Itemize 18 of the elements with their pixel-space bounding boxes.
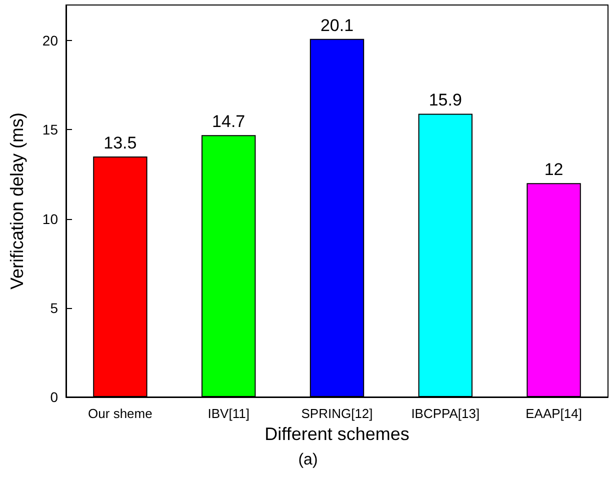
x-tick-label: SPRING[12] bbox=[301, 406, 373, 421]
y-tick-label: 10 bbox=[42, 210, 58, 227]
data-label: 15.9 bbox=[428, 90, 462, 110]
y-tick-label: 15 bbox=[42, 122, 58, 138]
x-tick-label: IBCPPA[13] bbox=[411, 406, 480, 421]
y-tick-label: 5 bbox=[50, 300, 58, 316]
data-label: 14.7 bbox=[212, 112, 246, 132]
data-label: 12 bbox=[544, 160, 564, 180]
x-tick-label: Our sheme bbox=[88, 406, 152, 421]
text: (a) bbox=[298, 452, 318, 468]
data-label: 13.5 bbox=[104, 133, 137, 152]
x-tick-label: EAAP[14] bbox=[526, 406, 582, 421]
y-axis-title: Verification delay (ms) bbox=[7, 112, 27, 290]
x-axis-title: Different schemes bbox=[264, 424, 410, 444]
y-tick-label: 0 bbox=[50, 389, 58, 405]
data-label: 20.1 bbox=[320, 16, 354, 35]
y-tick-label: 20 bbox=[42, 32, 58, 49]
x-tick-label: IBV[11] bbox=[208, 406, 250, 421]
